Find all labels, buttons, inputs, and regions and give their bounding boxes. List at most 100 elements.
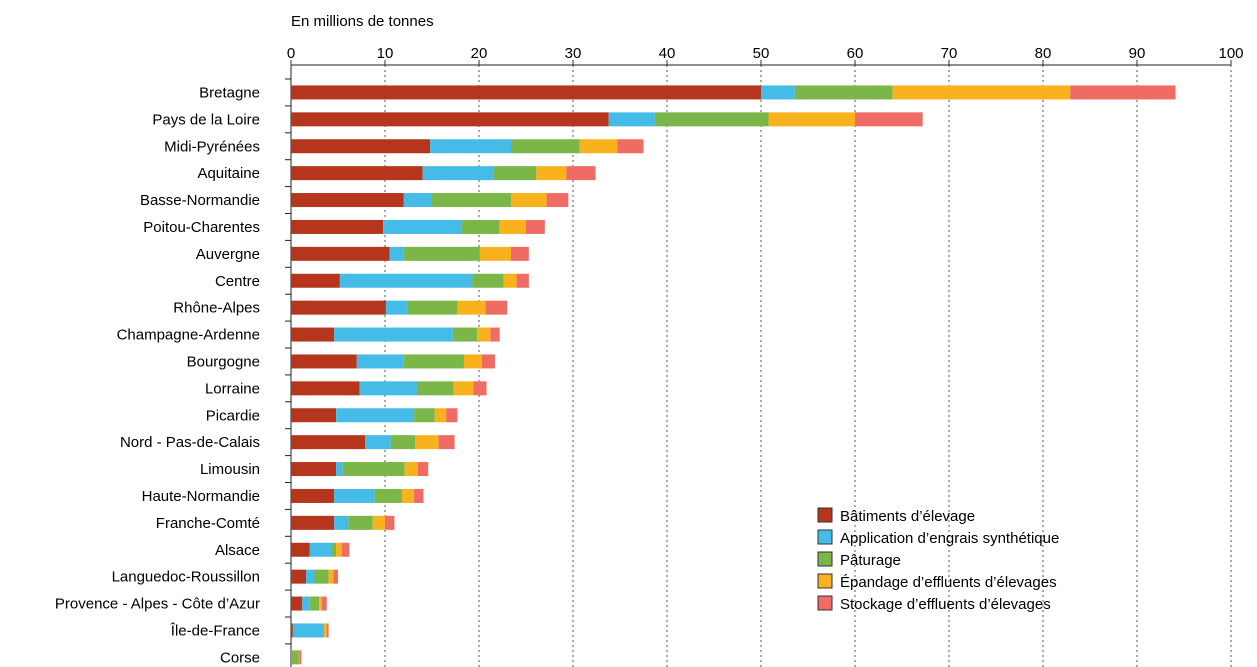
category-label: Poitou-Charentes <box>143 219 260 236</box>
bar-segment-2 <box>336 462 343 477</box>
bar-segment-1 <box>291 488 335 503</box>
category-label: Bretagne <box>199 84 260 101</box>
bar-segment-5 <box>473 381 487 396</box>
bar-segment-5 <box>326 623 329 638</box>
category-label: Centre <box>215 273 260 290</box>
category-label: Île-de-France <box>170 622 260 639</box>
bar-segment-5 <box>333 569 338 584</box>
bar-segment-1 <box>291 381 360 396</box>
bar-segment-3 <box>331 542 337 557</box>
bar-segment-1 <box>291 219 384 234</box>
bar-segment-2 <box>309 542 332 557</box>
bar-segment-1 <box>291 166 423 181</box>
bar-segment-1 <box>291 462 337 477</box>
bar-segment-4 <box>768 112 855 127</box>
bar-segment-5 <box>485 300 508 315</box>
bar-segment-5 <box>526 219 545 234</box>
bar-segment-4 <box>579 139 618 154</box>
legend-label: Bâtiments d’élevage <box>840 508 975 525</box>
category-label: Bourgogne <box>187 353 260 370</box>
bar-segment-1 <box>291 569 307 584</box>
bar-segment-3 <box>414 408 435 423</box>
category-label: Basse-Normandie <box>140 192 260 209</box>
bar-segment-5 <box>481 354 495 369</box>
bar-segment-3 <box>452 327 478 342</box>
legend-swatch <box>817 595 833 611</box>
bar-segment-1 <box>291 273 340 288</box>
legend-label: Application d’engrais synthétique <box>840 530 1059 547</box>
bar-segment-2 <box>761 85 795 100</box>
bar-segment-5 <box>438 435 455 450</box>
bar-segment-2 <box>365 435 391 450</box>
bar-segment-5 <box>322 596 327 611</box>
bar-segment-3 <box>374 488 402 503</box>
unit-label: En millions de tonnes <box>291 13 434 30</box>
bar-segment-5 <box>855 112 923 127</box>
bar-segment-4 <box>319 596 323 611</box>
bar-segment-1 <box>291 623 293 638</box>
legend-swatch <box>817 573 833 589</box>
x-tick-label: 0 <box>287 45 295 62</box>
bar-segment-3 <box>432 193 511 208</box>
bar-segment-1 <box>291 435 366 450</box>
bar-segment-1 <box>291 139 431 154</box>
bar-segment-3 <box>510 139 580 154</box>
bar-segment-2 <box>306 569 315 584</box>
bar-segment-5 <box>617 139 644 154</box>
bar-segment-4 <box>372 515 385 530</box>
bar-segment-2 <box>422 166 494 181</box>
bar-segment-3 <box>322 623 324 638</box>
bar-segment-4 <box>479 246 511 261</box>
bar-segment-5 <box>446 408 458 423</box>
bar-segment-2 <box>339 273 473 288</box>
category-label: Provence - Alpes - Côte d’Azur <box>55 596 260 613</box>
bar-segment-4 <box>434 408 447 423</box>
category-label: Corse <box>220 649 260 666</box>
x-tick-label: 10 <box>377 45 394 62</box>
bar-segment-3 <box>407 300 458 315</box>
legend-label: Pâturage <box>840 552 901 569</box>
bar-segment-5 <box>385 515 395 530</box>
bar-segment-1 <box>291 408 337 423</box>
bar-segment-3 <box>314 569 329 584</box>
legend-swatch <box>817 551 833 567</box>
bar-segment-2 <box>389 246 404 261</box>
bar-segment-3 <box>291 650 299 665</box>
bar-segment-3 <box>472 273 504 288</box>
bar-segment-1 <box>291 542 310 557</box>
bar-segment-4 <box>401 488 415 503</box>
x-tick-label: 40 <box>659 45 676 62</box>
x-tick-label: 20 <box>471 45 488 62</box>
bar-segment-4 <box>336 542 342 557</box>
bar-segment-1 <box>291 354 357 369</box>
bar-segment-4 <box>404 462 418 477</box>
bar-segment-5 <box>1070 85 1176 100</box>
bar-segment-2 <box>302 596 310 611</box>
bar-segment-5 <box>414 488 424 503</box>
bar-segment-5 <box>299 650 302 665</box>
bar-segment-3 <box>403 354 464 369</box>
bar-segment-3 <box>342 462 405 477</box>
x-tick-label: 100 <box>1218 45 1243 62</box>
bar-segment-4 <box>510 193 547 208</box>
bar-segment-4 <box>453 381 474 396</box>
bar-segment-5 <box>341 542 350 557</box>
category-label: Picardie <box>206 407 260 424</box>
x-tick-label: 50 <box>753 45 770 62</box>
bar-segment-2 <box>403 193 432 208</box>
bar-segment-3 <box>390 435 416 450</box>
bar-segment-1 <box>291 300 386 315</box>
bar-segment-2 <box>336 408 415 423</box>
bar-segment-1 <box>291 515 335 530</box>
bar-segment-5 <box>546 193 569 208</box>
bar-segment-2 <box>334 327 453 342</box>
category-label: Limousin <box>200 461 260 478</box>
bar-segment-4 <box>499 219 526 234</box>
bar-segment-4 <box>536 166 567 181</box>
bar-segment-2 <box>430 139 511 154</box>
bar-segment-4 <box>477 327 491 342</box>
bar-segment-5 <box>510 246 529 261</box>
bar-segment-4 <box>328 569 334 584</box>
x-tick-label: 80 <box>1035 45 1052 62</box>
